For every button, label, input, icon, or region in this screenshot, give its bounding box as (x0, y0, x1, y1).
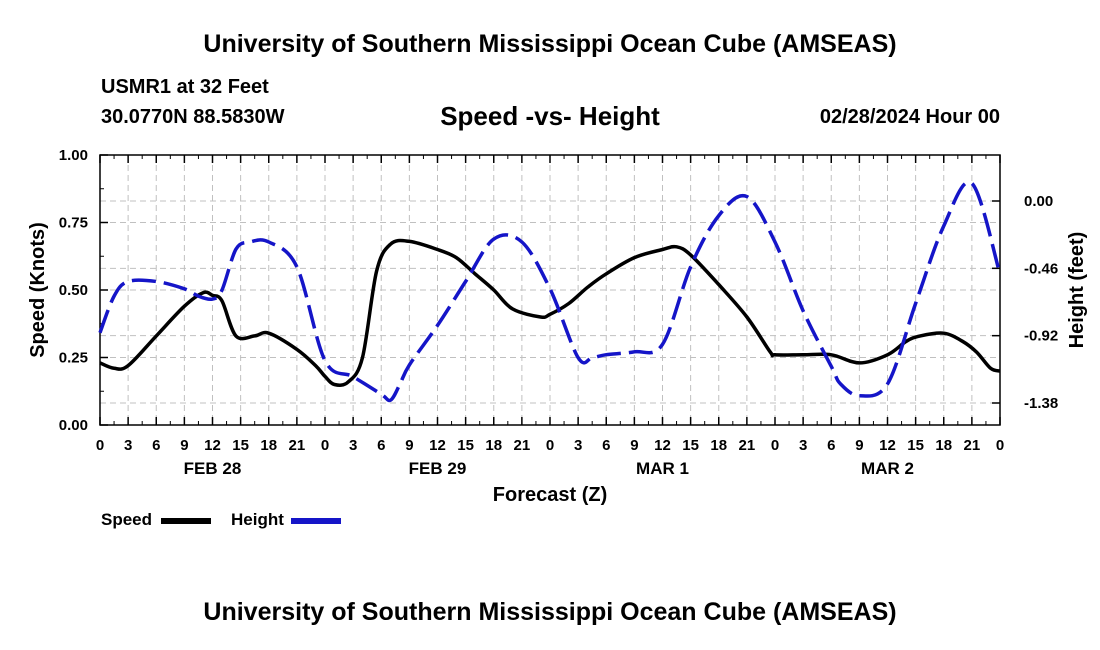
x-tick-label: 18 (485, 437, 502, 454)
day-label: FEB 29 (409, 459, 467, 478)
height-series-line (98, 180, 1002, 403)
y-axis-title: Speed (Knots) (27, 222, 49, 358)
x-tick-label: 21 (964, 437, 981, 454)
x-tick-label: 21 (739, 437, 756, 454)
x-tick-label: 12 (429, 437, 446, 454)
x-tick-label: 3 (349, 437, 357, 454)
x-tick-label: 15 (457, 437, 474, 454)
x-tick-label: 3 (799, 437, 807, 454)
coordinates-label: 30.0770N 88.5830W (101, 106, 285, 128)
y-tick-label: 0.25 (59, 350, 88, 367)
y2-tick-label: 0.00 (1024, 193, 1053, 210)
day-label: MAR 1 (636, 459, 689, 478)
chart-main-title: University of Southern Mississippi Ocean… (203, 30, 897, 58)
x-tick-label: 12 (204, 437, 221, 454)
speed-series-line (99, 238, 1001, 387)
x-tick-label: 18 (935, 437, 952, 454)
x-axis-title: Forecast (Z) (493, 484, 607, 506)
x-tick-label: 6 (602, 437, 610, 454)
legend-height-label: Height (231, 510, 284, 529)
footer-title: University of Southern Mississippi Ocean… (203, 598, 897, 626)
x-tick-label: 0 (96, 437, 104, 454)
x-tick-label: 0 (771, 437, 779, 454)
x-tick-label: 18 (260, 437, 277, 454)
x-tick-label: 21 (514, 437, 531, 454)
y2-tick-label: -0.46 (1024, 260, 1058, 277)
legend-speed-swatch (161, 518, 211, 524)
legend-speed-label: Speed (101, 510, 153, 529)
y2-tick-label: -1.38 (1024, 395, 1058, 412)
x-tick-label: 18 (710, 437, 727, 454)
y-tick-label: 1.00 (59, 147, 88, 164)
y-tick-label: 0.00 (59, 417, 88, 434)
y2-axis-title: Height (feet) (1066, 232, 1088, 349)
y-tick-label: 0.50 (59, 282, 88, 299)
x-tick-label: 6 (152, 437, 160, 454)
y2-tick-label: -0.92 (1024, 328, 1058, 345)
station-label: USMR1 at 32 Feet (101, 76, 269, 98)
x-tick-label: 0 (321, 437, 329, 454)
day-label: MAR 2 (861, 459, 914, 478)
forecast-datetime: 02/28/2024 Hour 00 (819, 106, 1000, 128)
x-tick-label: 3 (574, 437, 582, 454)
x-tick-label: 6 (377, 437, 385, 454)
x-tick-label: 12 (654, 437, 671, 454)
x-tick-label: 6 (827, 437, 835, 454)
x-tick-label: 0 (996, 437, 1004, 454)
x-tick-label: 15 (682, 437, 699, 454)
x-tick-label: 15 (232, 437, 249, 454)
legend-height-swatch (291, 518, 341, 524)
x-tick-label: 3 (124, 437, 132, 454)
x-tick-label: 12 (879, 437, 896, 454)
x-tick-label: 21 (289, 437, 306, 454)
x-tick-label: 9 (180, 437, 188, 454)
y-tick-label: 0.75 (59, 215, 88, 232)
x-tick-label: 15 (907, 437, 924, 454)
chart-subtitle: Speed -vs- Height (440, 101, 660, 131)
x-tick-label: 0 (546, 437, 554, 454)
x-tick-label: 9 (855, 437, 863, 454)
x-tick-label: 9 (630, 437, 638, 454)
day-label: FEB 28 (184, 459, 242, 478)
x-tick-label: 9 (405, 437, 413, 454)
